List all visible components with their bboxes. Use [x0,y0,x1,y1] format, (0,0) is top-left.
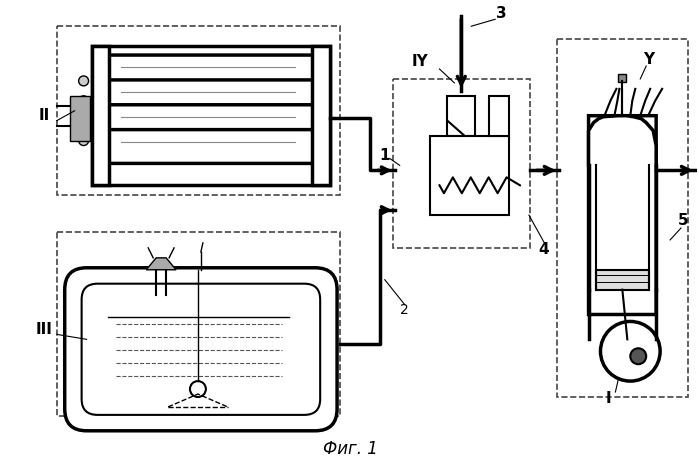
Bar [429,135,509,215]
Bar [393,79,530,248]
Bar [57,26,340,195]
Bar [556,39,688,397]
Text: 1: 1 [380,148,390,163]
Text: 3: 3 [496,6,506,21]
Text: IY: IY [411,54,428,68]
Circle shape [79,116,89,126]
Text: II: II [38,108,50,123]
Text: Y: Y [642,52,654,67]
FancyBboxPatch shape [101,80,316,114]
Bar [57,232,340,416]
FancyBboxPatch shape [101,55,316,89]
Circle shape [79,96,89,106]
FancyBboxPatch shape [589,116,656,315]
Circle shape [79,76,89,86]
Text: III: III [36,322,52,337]
FancyBboxPatch shape [65,268,337,431]
FancyBboxPatch shape [101,105,316,139]
Bar [92,46,110,185]
Bar [312,46,330,185]
Text: 4: 4 [538,243,549,257]
Circle shape [630,348,646,364]
Bar [489,96,509,135]
Text: I: I [605,391,611,407]
Bar [92,46,330,185]
Bar [447,96,475,135]
Bar [619,74,626,82]
FancyBboxPatch shape [101,130,316,164]
Text: 5: 5 [677,213,689,228]
Polygon shape [146,258,176,270]
Bar [70,96,89,140]
Text: 2: 2 [401,303,409,316]
Text: Фиг. 1: Фиг. 1 [322,440,377,458]
FancyBboxPatch shape [82,284,320,415]
Circle shape [79,135,89,146]
Bar [596,270,649,290]
Polygon shape [589,116,656,165]
